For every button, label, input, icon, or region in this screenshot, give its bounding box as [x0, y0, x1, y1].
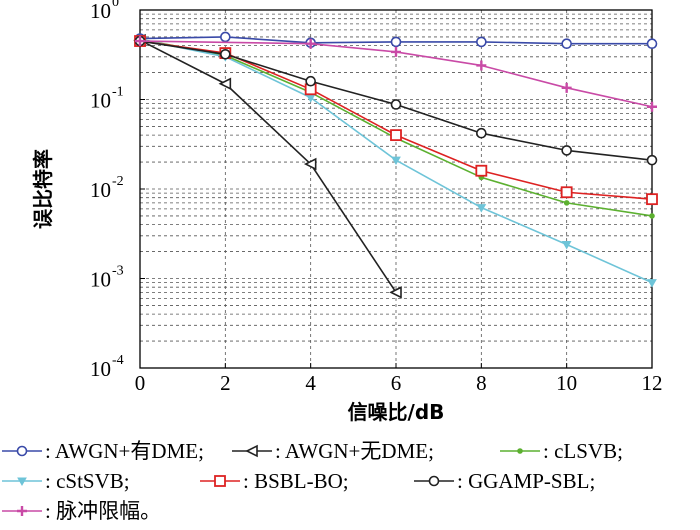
series-3 [135, 35, 657, 288]
y-axis-title: 误比特率 [31, 149, 55, 229]
legend-marker [428, 475, 440, 487]
y-tick-exponent: -4 [112, 353, 124, 368]
data-point [391, 46, 401, 57]
y-tick-base: 10 [90, 89, 111, 113]
legend-item: : GGAMP-SBL; [414, 469, 595, 493]
data-point [390, 129, 402, 142]
series-5 [134, 35, 658, 166]
data-point [220, 31, 231, 43]
legend-label: : 脉冲限幅。 [45, 499, 161, 523]
data-point [305, 75, 316, 87]
series-6 [135, 36, 657, 112]
y-tick-base: 10 [90, 357, 111, 381]
data-point [561, 145, 572, 156]
x-tick-label: 10 [556, 371, 577, 395]
data-point [476, 127, 487, 139]
data-point [476, 60, 487, 71]
x-tick-label: 12 [642, 371, 663, 395]
data-point [220, 48, 231, 60]
legend-item: : AWGN+有DME; [2, 439, 204, 463]
series-line [139, 39, 397, 293]
y-tick-base: 10 [90, 178, 111, 202]
x-tick-label: 6 [391, 371, 402, 395]
y-tick-label: 10 -2 [90, 174, 124, 202]
legend-marker [214, 475, 226, 487]
legend-item: : 脉冲限幅。 [2, 499, 161, 523]
legend-marker [517, 448, 523, 454]
data-series [133, 31, 658, 299]
data-point [389, 286, 402, 299]
data-point [646, 38, 658, 50]
y-tick-exponent: -2 [112, 174, 124, 189]
legend-label: : cLSVB; [543, 439, 623, 463]
grid [140, 10, 652, 369]
data-point [135, 36, 145, 47]
data-point [475, 164, 488, 177]
y-tick-label: 10 -4 [90, 353, 124, 381]
legend-label: : cStSVB; [45, 469, 130, 493]
data-point [647, 279, 657, 288]
x-axis-title: 信噪比/dB [348, 400, 445, 424]
legend-label: : AWGN+有DME; [45, 439, 204, 463]
legend-marker [16, 445, 28, 457]
data-point [476, 36, 487, 48]
data-point [646, 193, 658, 206]
data-point [647, 101, 657, 112]
x-tick-label: 2 [220, 371, 231, 395]
data-point [476, 204, 487, 213]
y-tick-base: 10 [90, 268, 111, 292]
plot-frame [139, 9, 653, 369]
y-tick-exponent: -3 [112, 264, 124, 279]
data-point [561, 82, 572, 93]
legend-item: : cStSVB; [2, 469, 130, 493]
data-point [561, 38, 572, 50]
y-tick-label: 10 0 [90, 0, 119, 23]
data-point [561, 240, 572, 250]
legend-item: : AWGN+无DME; [232, 439, 434, 463]
legend-marker [17, 477, 27, 487]
x-tick-label: 0 [135, 371, 146, 395]
x-tick-label: 8 [476, 371, 487, 395]
data-point [649, 213, 655, 219]
data-point [563, 200, 570, 206]
legend: : AWGN+有DME; : AWGN+无DME; : cLSVB; : cStSVB… [2, 439, 623, 523]
y-tick-base: 10 [90, 0, 111, 23]
data-point [560, 186, 573, 199]
data-point [218, 77, 232, 91]
x-tick-label: 4 [305, 371, 316, 395]
y-tick-label: 10 -1 [90, 85, 124, 113]
legend-label: : BSBL-BO; [243, 469, 349, 493]
data-point [390, 36, 402, 48]
legend-label: : AWGN+无DME; [275, 439, 434, 463]
legend-item: : BSBL-BO; [200, 469, 349, 493]
y-tick-exponent: 0 [112, 0, 119, 10]
y-tick-exponent: -1 [112, 85, 124, 100]
y-tick-label: 10 -3 [90, 264, 124, 292]
data-point [390, 99, 402, 110]
legend-marker [245, 444, 258, 458]
series-line [139, 40, 653, 108]
legend-item: : cLSVB; [500, 439, 623, 463]
data-point [303, 157, 317, 171]
data-point [305, 38, 316, 49]
legend-label: : GGAMP-SBL; [457, 469, 595, 493]
data-point [391, 156, 401, 166]
data-point [646, 154, 658, 166]
legend-marker [17, 506, 27, 516]
